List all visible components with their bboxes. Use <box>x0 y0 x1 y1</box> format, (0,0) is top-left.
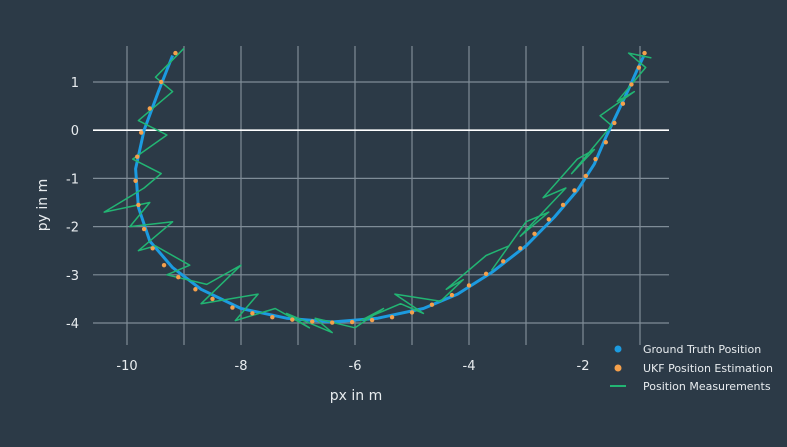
ukf-estimate-point <box>483 271 489 277</box>
y-tick-label: -1 <box>66 172 79 187</box>
measurement-line <box>103 47 652 334</box>
ukf-estimate-point <box>620 101 626 106</box>
ukf-estimate-point <box>150 246 155 251</box>
legend-label: Position Measurements <box>643 380 771 393</box>
legend-swatch-ukf <box>614 364 622 372</box>
ukf-estimate-point <box>210 296 215 302</box>
ukf-estimate-point <box>133 178 138 184</box>
ukf-estimate-point <box>501 259 506 264</box>
y-tick-label: -4 <box>66 317 79 332</box>
ukf-estimate-point <box>141 226 147 232</box>
ukf-estimate-point <box>583 173 589 179</box>
ukf-estimate-point <box>636 65 642 70</box>
ukf-estimate-point <box>135 154 140 159</box>
y-axis-label: py in m <box>35 179 51 231</box>
legend-swatch-ground-truth <box>614 345 622 353</box>
ukf-estimate-point <box>330 320 335 325</box>
y-tick-label: 1 <box>71 76 79 91</box>
ukf-estimate-point <box>290 317 295 322</box>
ukf-estimate-point <box>147 106 152 111</box>
ukf-estimate-point <box>369 317 375 323</box>
ukf-estimate-point <box>532 231 537 237</box>
ukf-estimate-point <box>250 311 255 316</box>
grid <box>93 46 669 345</box>
ukf-estimate-point <box>176 275 181 280</box>
ukf-estimate-point <box>629 82 634 87</box>
ukf-estimate-point <box>349 319 355 325</box>
ukf-estimate-point <box>518 246 523 251</box>
ukf-estimate-point <box>193 287 198 292</box>
legend-label: Ground Truth Position <box>643 343 761 356</box>
x-tick-label: -2 <box>577 359 590 374</box>
legend: Ground Truth Position UKF Position Estima… <box>610 343 773 393</box>
ukf-estimate-point <box>546 217 551 222</box>
y-tick-label: 0 <box>71 124 79 139</box>
ukf-estimate-point <box>161 262 167 268</box>
y-tick-label: -3 <box>66 269 79 284</box>
x-tick-label: -4 <box>463 359 476 374</box>
ukf-estimate-point <box>593 156 598 162</box>
y-tick-label: -2 <box>66 221 79 236</box>
ukf-estimate-point <box>310 319 315 324</box>
ukf-estimate-point <box>612 120 617 126</box>
series-layer <box>103 47 652 334</box>
x-tick-label: -10 <box>116 359 137 374</box>
ukf-estimate-point <box>173 50 178 56</box>
ukf-estimate-point <box>389 315 395 320</box>
ukf-estimate-point <box>572 188 577 193</box>
x-tick-label: -6 <box>349 359 362 374</box>
tick-labels: -10 -8 -6 -4 -2 1 0 -1 -2 -3 -4 <box>66 76 589 374</box>
ukf-estimate-point <box>642 50 647 56</box>
ukf-estimate-point <box>159 79 164 85</box>
ukf-estimate-point <box>139 130 144 135</box>
ukf-estimate-point <box>603 140 608 145</box>
ukf-estimate-point <box>429 302 435 307</box>
ground-truth-line <box>134 54 646 324</box>
x-axis-label: px in m <box>330 388 382 404</box>
ukf-estimate-point <box>409 310 415 315</box>
ukf-estimate-point <box>560 202 566 208</box>
ukf-estimate-point <box>449 292 455 298</box>
legend-label: UKF Position Estimation <box>643 362 773 375</box>
ukf-estimate-point <box>466 283 472 288</box>
ukf-estimate-point <box>136 202 141 208</box>
x-tick-label: -8 <box>235 359 248 374</box>
ukf-estimate-point <box>270 315 275 320</box>
ukf-estimate-point <box>230 305 235 310</box>
